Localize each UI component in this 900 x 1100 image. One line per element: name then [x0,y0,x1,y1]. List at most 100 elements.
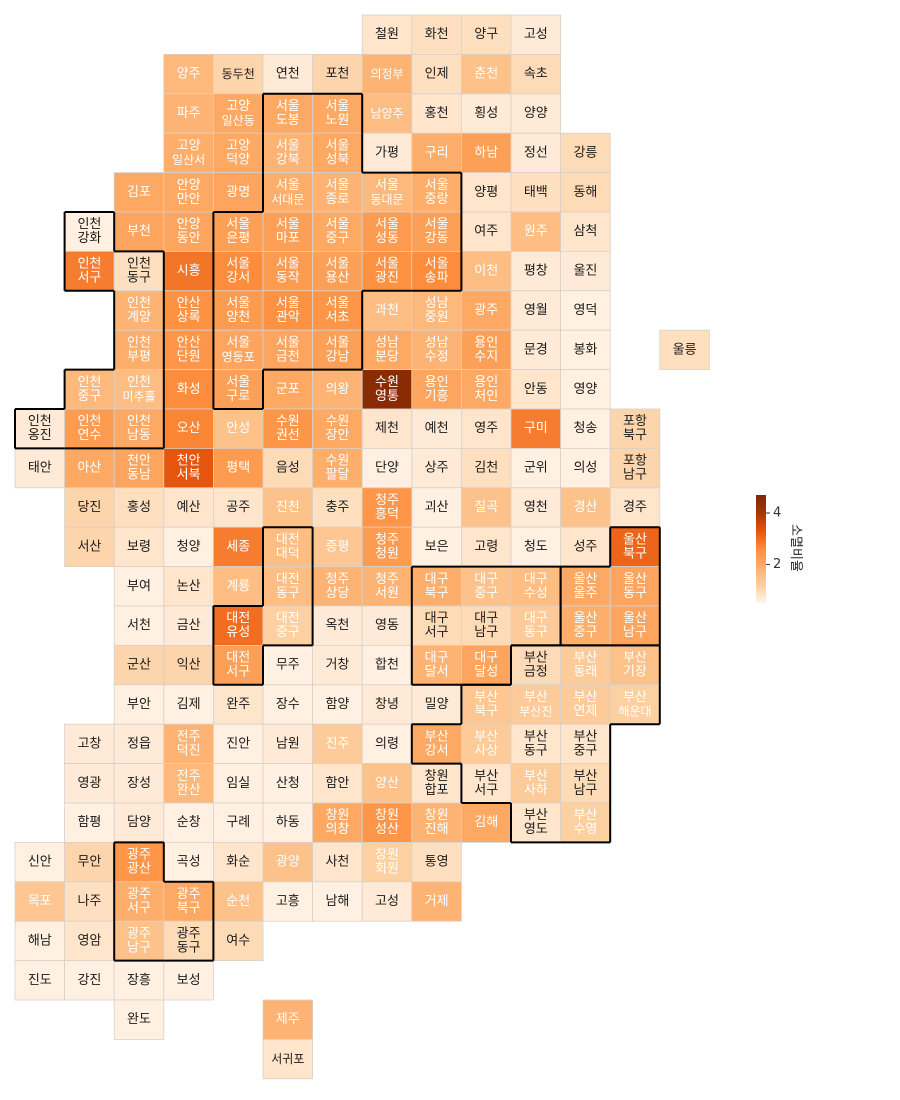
map-cell-label: 서울 [375,257,399,272]
map-cell-label: 인천 [127,335,151,350]
map-cell-fill [64,526,115,568]
map-cell-label: 강남 [325,349,349,364]
map-cell-fill [411,172,462,213]
map-cell: 밀양 [411,684,462,725]
map-cell-label: 인천 [127,375,151,390]
map-cell: 칠곡 [460,487,512,528]
map-cell: 양산 [361,763,413,804]
map-cell-label: 고흥 [276,894,300,909]
map-cell-label: 화성 [177,382,201,397]
map-cell-label: 서울 [325,99,349,114]
map-cell-label: 광주 [474,303,498,318]
map-cell-label: 순창 [177,815,201,830]
map-cell-fill [460,487,512,528]
map-cell-fill [212,920,264,962]
map-cell-label: 완도 [127,1012,151,1027]
map-cell-label: 부산진 [519,705,552,719]
map-cell: 양주 [163,54,214,95]
map-cell-label: 장흥 [127,973,151,988]
map-cell-fill [411,763,462,804]
map-cell-fill [560,802,611,843]
map-cell-label: 서대문 [271,192,304,206]
map-cell-label: 동구 [524,743,548,758]
map-cell: 양구 [460,14,512,55]
map-cell-label: 군산 [127,658,151,673]
map-cell-label: 창녕 [375,697,399,712]
map-cell-fill [163,566,214,607]
map-cell-fill [510,487,561,528]
map-cell: 장성 [113,763,165,804]
map-cell-label: 울산 [573,611,597,626]
map-cell: 보령 [113,526,165,568]
map-cell-label: 보성 [177,973,201,988]
map-cell-label: 단원 [177,349,201,364]
map-cell: 세종 [212,526,264,568]
map-cell-label: 용인 [474,375,498,390]
map-cell-fill [212,842,264,883]
map-cell-label: 덕진 [177,743,201,758]
map-cell-label: 부산 [573,729,597,744]
map-cell: 나주 [64,881,115,922]
map-cell-label: 부산 [573,651,597,666]
map-cell-label: 합포 [425,783,449,798]
map-cell-label: 남동 [127,428,151,443]
map-cell-label: 천안 [127,454,151,469]
map-cell: 태안 [14,447,65,489]
map-cell-fill [560,605,611,646]
map-cell-label: 인천 [77,414,101,429]
map-cell-fill [411,566,462,607]
map-cell-fill [609,447,661,489]
map-cell-label: 평택 [226,461,250,476]
map-cell-label: 목포 [28,894,52,909]
map-cell-label: 울릉 [673,342,697,357]
map-cell: 부안 [113,684,165,725]
map-cell-label: 고양 [226,138,250,153]
map-cell-fill [411,290,462,331]
map-cell-label: 연수 [77,428,101,443]
map-cell-label: 창원 [375,808,399,823]
map-cell-fill [64,723,115,765]
map-cell-label: 남양주 [370,107,403,121]
map-cell-label: 광명 [226,185,250,200]
map-cell: 영주 [460,408,512,449]
map-cell-label: 구례 [226,815,250,830]
map-cell-label: 울산 [623,611,647,626]
map-cell-label: 단양 [375,461,399,476]
map-cell-label: 논산 [177,579,201,594]
map-cell-fill [262,487,313,528]
map-cell-fill [113,999,165,1040]
map-cell-fill [212,645,264,686]
map-cell-label: 부산 [425,729,449,744]
map-cell-label: 강진 [77,973,101,988]
map-cell-label: 남해 [325,894,349,909]
map-cell-label: 고양 [177,138,201,153]
map-cell-label: 울산 [573,572,597,587]
map-cell-label: 영도 [524,822,548,837]
map-cell-label: 대전 [226,651,250,666]
map-cell-label: 청주 [375,572,399,587]
map-cell-fill [609,487,661,528]
map-cell-label: 보은 [425,539,449,554]
map-cell-label: 계양 [127,310,151,325]
map-cell-label: 남구 [623,468,647,483]
map-cell-label: 서구 [425,625,449,640]
